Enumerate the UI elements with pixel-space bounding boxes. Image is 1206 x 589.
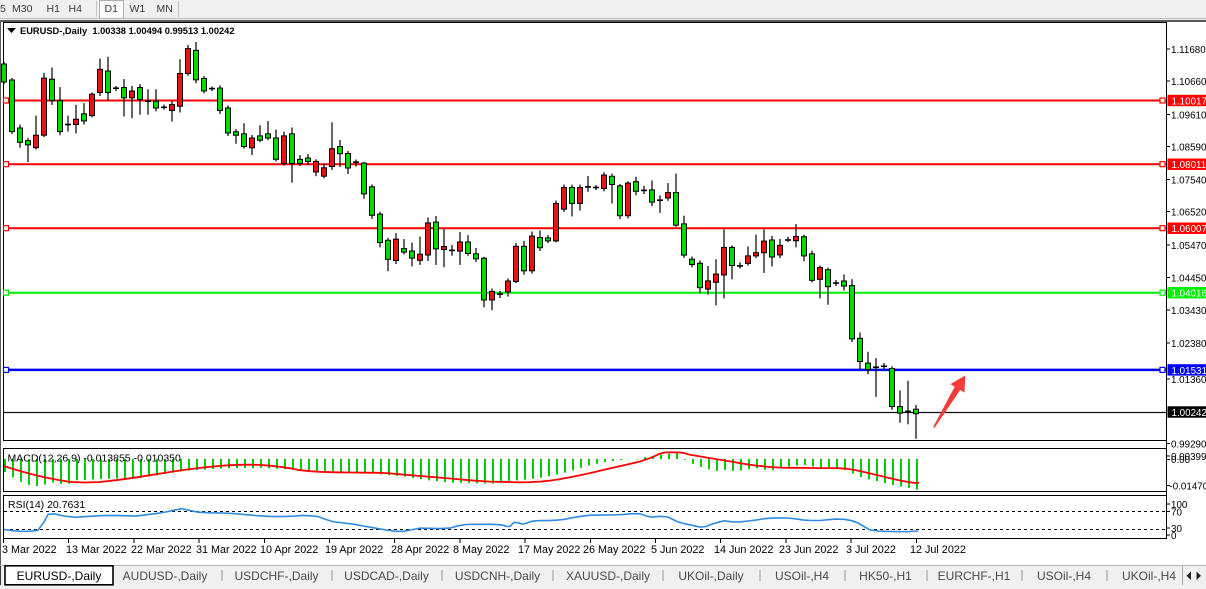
svg-text:XAUUSD-,Daily: XAUUSD-,Daily [566, 569, 650, 583]
svg-text:1.08590: 1.08590 [1171, 142, 1206, 153]
svg-text:AUDUSD-,Daily: AUDUSD-,Daily [123, 569, 208, 583]
svg-text:31 Mar 2022: 31 Mar 2022 [196, 544, 257, 556]
svg-text:1.06007: 1.06007 [1172, 224, 1206, 235]
svg-text:0: 0 [1171, 531, 1177, 542]
svg-text:1.01531: 1.01531 [1172, 366, 1206, 377]
svg-text:1.04016: 1.04016 [1172, 289, 1206, 300]
svg-text:19 Apr 2022: 19 Apr 2022 [325, 544, 383, 556]
svg-text:1.06520: 1.06520 [1171, 207, 1206, 218]
svg-text:0.00399: 0.00399 [1171, 452, 1206, 463]
svg-text:70: 70 [1171, 507, 1182, 518]
svg-text:MACD(12,26,9) -0.013855 -0.010: MACD(12,26,9) -0.013855 -0.010350 [8, 453, 182, 465]
svg-text:-0.01470: -0.01470 [1170, 481, 1206, 492]
svg-text:22 Mar 2022: 22 Mar 2022 [131, 544, 192, 556]
svg-text:1.09610: 1.09610 [1171, 110, 1206, 121]
svg-text:23 Jun 2022: 23 Jun 2022 [779, 544, 838, 556]
svg-text:HK50-,H1: HK50-,H1 [859, 569, 912, 583]
svg-text:USDCNH-,Daily: USDCNH-,Daily [455, 569, 540, 583]
svg-text:1.01360: 1.01360 [1171, 375, 1206, 386]
svg-text:3 Jul 2022: 3 Jul 2022 [846, 544, 896, 556]
svg-text:1.07540: 1.07540 [1171, 175, 1206, 186]
svg-text:USDCAD-,Daily: USDCAD-,Daily [344, 569, 429, 583]
svg-text:0.99290: 0.99290 [1171, 439, 1206, 450]
svg-text:USOil-,H4: USOil-,H4 [1037, 569, 1091, 583]
svg-text:1.05470: 1.05470 [1171, 241, 1206, 252]
svg-text:1.08011: 1.08011 [1172, 160, 1206, 171]
svg-text:28 Apr 2022: 28 Apr 2022 [391, 544, 449, 556]
svg-text:30: 30 [1171, 524, 1182, 535]
svg-text:EURUSD-,Daily: EURUSD-,Daily [17, 569, 102, 583]
svg-text:EURCHF-,H1: EURCHF-,H1 [938, 569, 1011, 583]
svg-text:EURUSD-,Daily 1.00338 1.00494: EURUSD-,Daily 1.00338 1.00494 0.99513 1.… [20, 26, 235, 36]
svg-text:USDCHF-,Daily: USDCHF-,Daily [235, 569, 319, 583]
svg-text:8 May 2022: 8 May 2022 [453, 544, 509, 556]
svg-text:1.11680: 1.11680 [1171, 45, 1206, 56]
svg-text:3 Mar 2022: 3 Mar 2022 [2, 544, 57, 556]
svg-text:10 Apr 2022: 10 Apr 2022 [260, 544, 318, 556]
svg-text:1.10660: 1.10660 [1171, 77, 1206, 88]
svg-text:5 Jun 2022: 5 Jun 2022 [651, 544, 704, 556]
svg-text:UKOil-,H4: UKOil-,H4 [1122, 569, 1176, 583]
svg-text:1.03430: 1.03430 [1171, 306, 1206, 317]
svg-text:1.04450: 1.04450 [1171, 273, 1206, 284]
svg-text:100: 100 [1171, 500, 1188, 511]
svg-text:USOil-,H4: USOil-,H4 [775, 569, 829, 583]
svg-text:12 Jul 2022: 12 Jul 2022 [910, 544, 966, 556]
svg-text:UKOil-,Daily: UKOil-,Daily [678, 569, 743, 583]
svg-text:1.02380: 1.02380 [1171, 339, 1206, 350]
svg-text:14 Jun 2022: 14 Jun 2022 [714, 544, 773, 556]
svg-text:26 May 2022: 26 May 2022 [583, 544, 645, 556]
svg-text:1.10017: 1.10017 [1172, 96, 1206, 107]
svg-text:13 Mar 2022: 13 Mar 2022 [66, 544, 127, 556]
svg-text:1.00242: 1.00242 [1172, 408, 1206, 419]
svg-text:17 May 2022: 17 May 2022 [518, 544, 580, 556]
svg-text:RSI(14) 20.7631: RSI(14) 20.7631 [8, 499, 85, 511]
svg-text:0.00: 0.00 [1171, 455, 1191, 466]
